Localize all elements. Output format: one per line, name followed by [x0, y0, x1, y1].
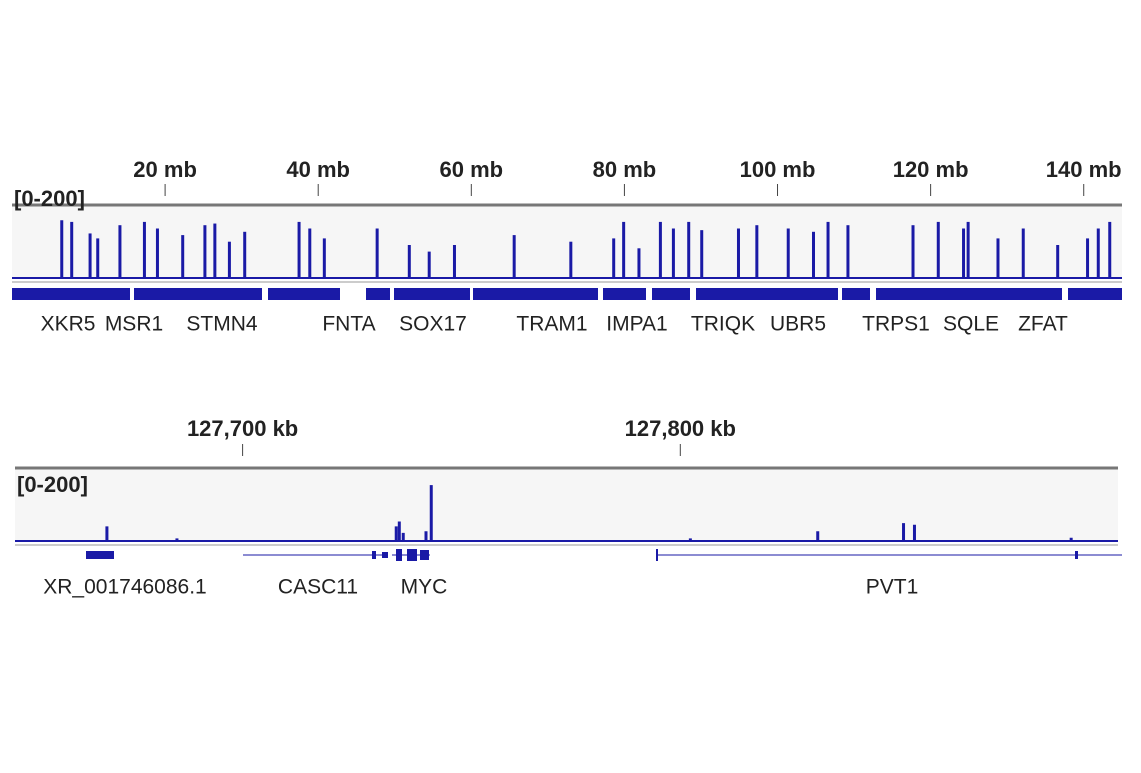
- coverage-bar: [397, 521, 401, 541]
- gene-label: SQLE: [943, 313, 999, 336]
- coverage-bar: [911, 225, 915, 278]
- track-bg: [12, 205, 1122, 278]
- coverage-bar: [700, 230, 704, 278]
- gene-label: PVT1: [866, 576, 919, 599]
- coverage-bar: [213, 223, 217, 278]
- coverage-bar: [452, 245, 456, 278]
- coverage-bar: [996, 238, 1000, 278]
- coverage-bar: [1108, 221, 1112, 278]
- x-tick-label: 100 mb: [740, 157, 816, 182]
- coverage-bar: [569, 241, 573, 278]
- gene-density-gaps: [130, 288, 1068, 300]
- gene-label: TRIQK: [691, 313, 755, 336]
- coverage-bar: [902, 523, 906, 541]
- coverage-bar: [1069, 537, 1073, 541]
- coverage-bar: [612, 238, 616, 278]
- coverage-bar: [755, 225, 759, 278]
- gene-label: CASC11: [278, 576, 358, 599]
- gene-label: IMPA1: [606, 313, 667, 336]
- coverage-bar: [658, 221, 662, 278]
- x-tick-label: 140 mb: [1046, 157, 1122, 182]
- coverage-bar: [96, 238, 100, 278]
- x-tick-label: 120 mb: [893, 157, 969, 182]
- coverage-bar: [401, 532, 405, 541]
- coverage-bar: [88, 233, 92, 278]
- coverage-bar: [846, 225, 850, 278]
- gene-label: XKR5: [41, 313, 96, 336]
- coverage-bar: [637, 248, 641, 278]
- coverage-bar: [227, 241, 231, 278]
- coverage-bar: [181, 235, 185, 278]
- coverage-bar: [60, 220, 64, 278]
- coverage-bar: [243, 231, 247, 278]
- coverage-bar: [962, 228, 966, 278]
- coverage-bar: [966, 221, 970, 278]
- coverage-bar: [816, 531, 820, 541]
- gene-label: XR_001746086.1: [43, 576, 206, 599]
- gene-label: STMN4: [186, 313, 257, 336]
- coverage-bar: [736, 228, 740, 278]
- coverage-bar: [1086, 238, 1090, 278]
- coverage-bar: [394, 526, 398, 541]
- coverage-bar: [1021, 228, 1025, 278]
- gene-label: TRAM1: [516, 313, 587, 336]
- coverage-bar: [375, 228, 379, 278]
- gene-label: ZFAT: [1018, 313, 1068, 336]
- gene-models: [86, 549, 1122, 561]
- coverage-bar: [688, 538, 692, 541]
- x-tick-label: 60 mb: [440, 157, 504, 182]
- coverage-bar: [687, 221, 691, 278]
- coverage-bar: [936, 221, 940, 278]
- coverage-bar: [203, 225, 207, 278]
- coverage-bar: [105, 526, 109, 541]
- gene-label: SOX17: [399, 313, 467, 336]
- coverage-bar: [70, 221, 74, 278]
- range-label: [0-200]: [14, 186, 85, 211]
- range-label: [0-200]: [17, 472, 88, 497]
- coverage-bar: [622, 221, 626, 278]
- track-bg: [15, 468, 1118, 541]
- coverage-bar: [1056, 245, 1060, 278]
- coverage-bar: [429, 485, 433, 541]
- x-tick-label: 40 mb: [286, 157, 350, 182]
- x-tick-label: 80 mb: [593, 157, 657, 182]
- gene-density-track: [12, 288, 1122, 300]
- coverage-bar: [811, 231, 815, 278]
- coverage-bar: [424, 531, 428, 541]
- coverage-bar: [1096, 228, 1100, 278]
- coverage-bar: [407, 245, 411, 278]
- coverage-bar: [826, 221, 830, 278]
- coverage-bar: [155, 228, 159, 278]
- coverage-bar: [512, 235, 516, 278]
- gene-label: MYC: [401, 576, 448, 599]
- coverage-bar: [912, 524, 916, 541]
- coverage-bar: [175, 538, 179, 541]
- x-tick-label: 127,700 kb: [187, 416, 298, 441]
- coverage-bar: [786, 228, 790, 278]
- coverage-bar: [308, 228, 312, 278]
- coverage-bar: [142, 221, 146, 278]
- gene-label: FNTA: [322, 313, 375, 336]
- gene-label: MSR1: [105, 313, 163, 336]
- coverage-bar: [118, 225, 122, 278]
- coverage-bar: [322, 238, 326, 278]
- gene-label: TRPS1: [862, 313, 930, 336]
- x-tick-label: 127,800 kb: [625, 416, 736, 441]
- gene-label: UBR5: [770, 313, 826, 336]
- coverage-bar: [671, 228, 675, 278]
- x-tick-label: 20 mb: [133, 157, 197, 182]
- coverage-bar: [297, 221, 301, 278]
- coverage-bar: [427, 251, 431, 278]
